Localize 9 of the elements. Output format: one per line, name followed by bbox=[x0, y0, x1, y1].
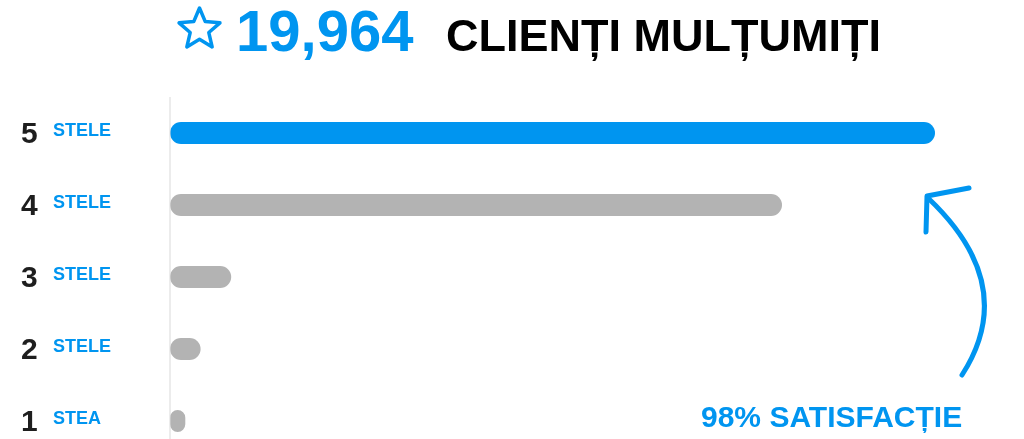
y-tick-label: 1 STEA bbox=[21, 404, 102, 437]
chart-title: 19,964 CLIENȚI MULȚUMIȚI bbox=[236, 0, 881, 63]
y-tick-label: 4 STELE bbox=[21, 188, 112, 221]
annotation: 98% SATISFACȚIE bbox=[701, 400, 963, 433]
y-tick-label: 2 STELE bbox=[21, 332, 112, 365]
y-tick-label: 3 STELE bbox=[21, 260, 112, 293]
y-tick-label: 5 STELE bbox=[21, 116, 112, 149]
bar bbox=[170, 122, 935, 144]
bar bbox=[170, 194, 782, 216]
